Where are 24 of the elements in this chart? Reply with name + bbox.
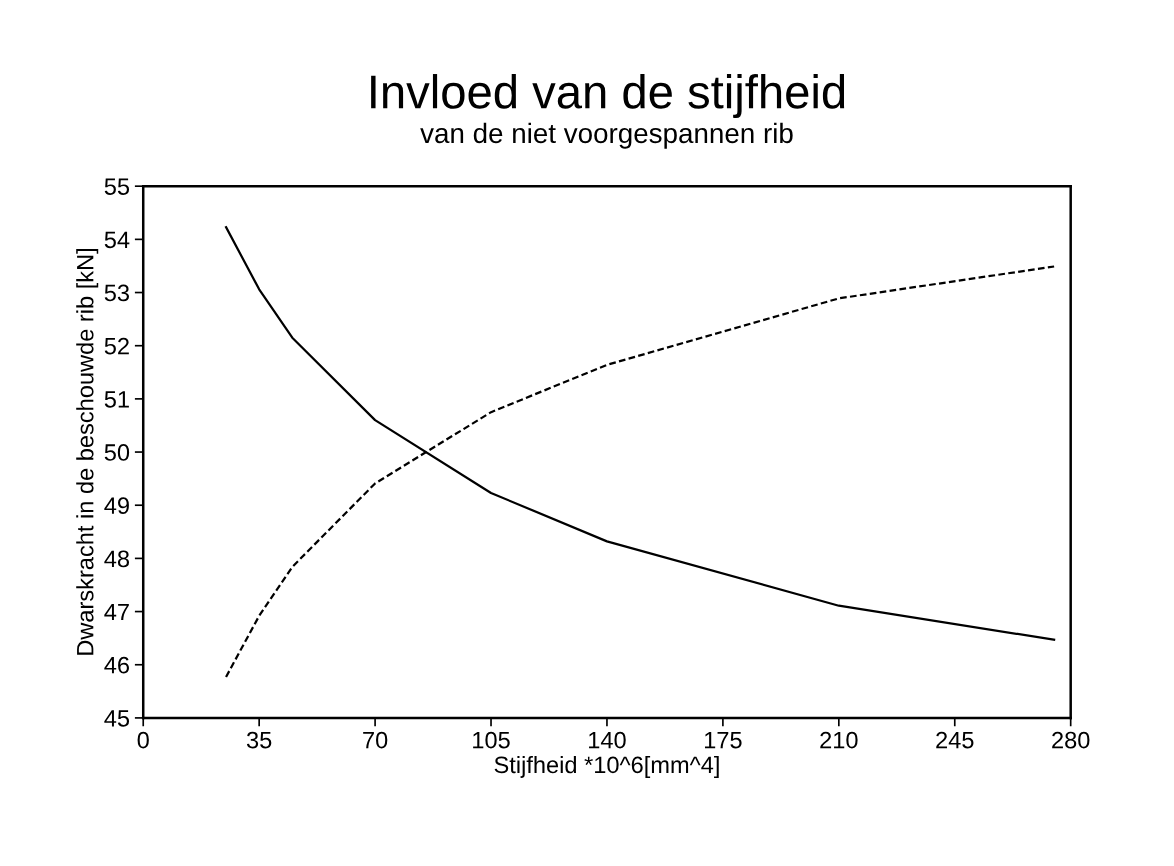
- y-tick-label: 48: [104, 550, 130, 568]
- x-tick-label: 35: [246, 731, 272, 749]
- y-tick-label: 55: [104, 178, 130, 195]
- y-tick-label: 45: [104, 710, 130, 727]
- y-tick-label: 54: [104, 231, 130, 249]
- y-tick-label: 47: [104, 603, 129, 621]
- x-tick-label: 70: [363, 731, 388, 749]
- x-tick-label: 245: [936, 731, 974, 749]
- x-axis-title: Stijfheid *10^6[mm^4]: [494, 755, 719, 778]
- x-tick-label: 140: [589, 731, 626, 749]
- y-tick-label: 50: [104, 444, 130, 461]
- chart-title: Invloed van de stijfheid: [371, 74, 845, 119]
- x-tick-label: 280: [1052, 731, 1090, 749]
- y-tick-label: 49: [104, 497, 129, 515]
- y-tick-label: 46: [104, 656, 129, 674]
- chart-subtitle: van de niet voorgespannen rib: [420, 122, 793, 149]
- x-tick-label: 210: [820, 731, 858, 749]
- y-tick-label: 52: [104, 337, 129, 355]
- x-tick-label: 0: [137, 731, 149, 749]
- y-axis-title: Dwarskracht in de beschouwde rib [kN]: [76, 249, 99, 655]
- y-tick-label: 53: [104, 284, 129, 302]
- y-tick-label: 51: [104, 391, 129, 408]
- x-tick-label: 105: [473, 731, 510, 749]
- x-tick-label: 175: [705, 731, 742, 749]
